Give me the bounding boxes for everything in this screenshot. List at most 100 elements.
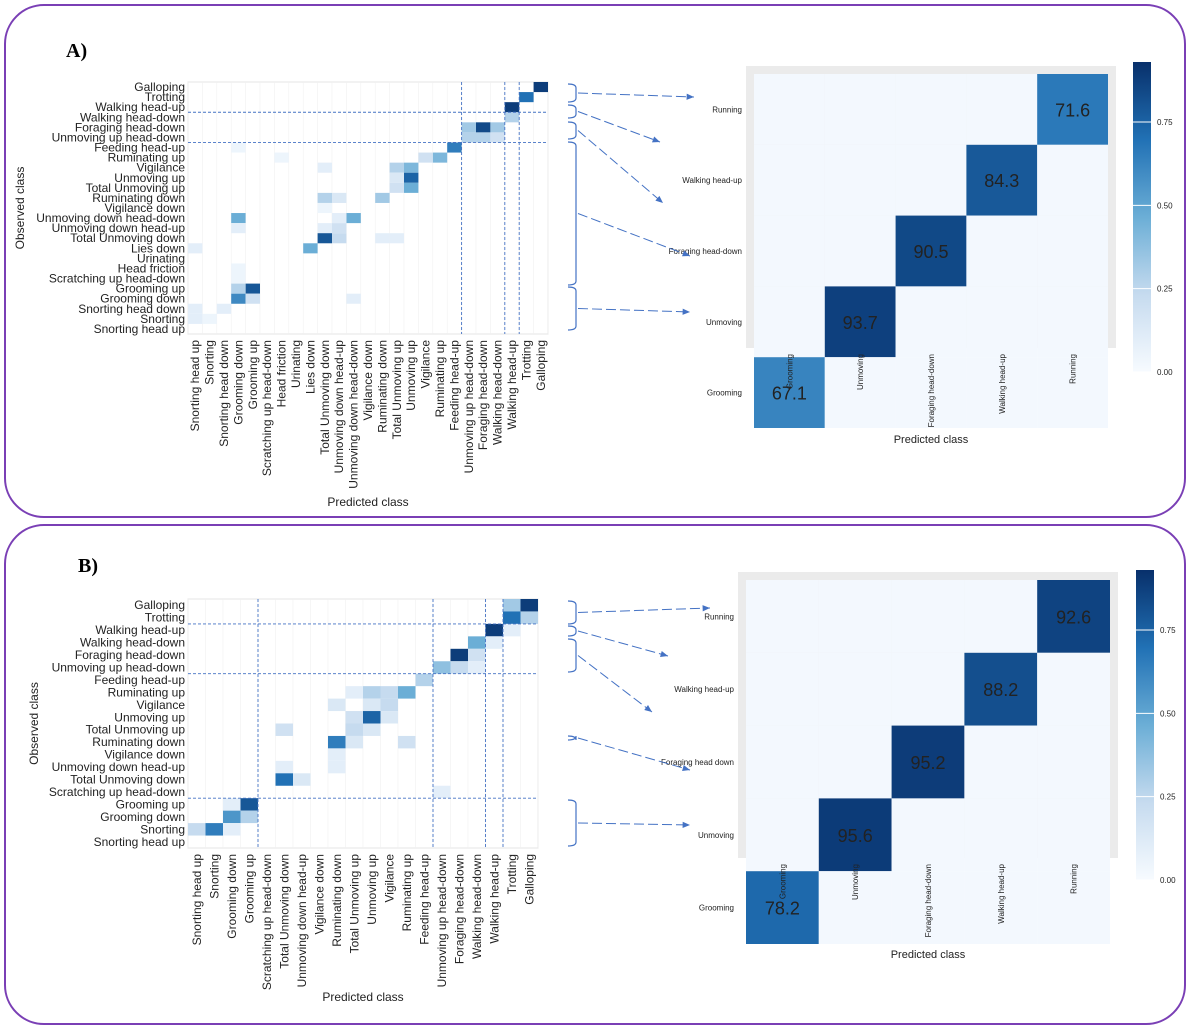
panel-b-label: B) [78,555,98,577]
heatmap-cell [231,263,246,274]
panel-b-frame [4,524,1186,1025]
y-tick-label: Galloping [134,598,185,612]
y-tick-label: Unmoving up head-down [52,130,185,144]
heatmap-cell [231,223,246,234]
x-tick-label: Unmoving down head-up [332,340,346,474]
x-tick-label: Unmoving up head-down [435,854,449,987]
x-tick-label: Unmoving down head-down [347,340,361,489]
heatmap-cell [293,773,311,786]
x-tick-label: Vigilance [419,340,433,389]
x-tick-label: Ruminating up [433,340,447,418]
zoom-cell [1037,215,1108,287]
heatmap-cell [317,162,332,173]
zoom-cell [966,215,1038,287]
y-tick-label: Vigilance [137,698,186,712]
arrow-head [686,93,694,100]
x-tick-label: Walking head-down [470,854,484,959]
x-tick-label: Walking head-up [505,340,519,430]
y-tick-label: Unmoving down head-up [52,760,186,774]
heatmap-cell [389,182,404,193]
zoom-x-tick-label: Foraging head-down [927,354,936,427]
y-tick-label: Total Unmoving up [86,181,186,195]
heatmap-cell [389,233,404,244]
zoom-x-tick-label: Walking head-up [997,863,1006,923]
heatmap-cell [461,132,476,143]
heatmap-cell [205,823,223,836]
heatmap-cell [450,661,468,674]
y-tick-label: Foraging head-down [75,120,185,134]
zoom-value-label: 95.2 [910,753,945,773]
mapping-arrow [577,737,691,771]
y-tick-label: Ruminating up [108,685,186,699]
y-tick-label: Lies down [131,241,185,255]
heatmap-cell [433,661,451,674]
heatmap-cell [345,735,363,749]
heatmap-cell [389,162,404,173]
zoom-x-tick-label: Unmoving [856,354,865,390]
zoom-cell [754,357,825,428]
x-tick-label: Vigilance [382,854,396,903]
heatmap-cell [202,313,217,324]
x-tick-label: Grooming down [225,854,239,939]
heatmap-cell [363,711,381,724]
heatmap-cell [231,293,246,304]
zoom-x-axis-title: Predicted class [894,434,969,446]
zoom-x-tick-label: Unmoving [851,864,860,900]
heatmap-cell [503,611,521,624]
heatmap-cell [332,192,347,203]
mapping-arrow [577,213,691,257]
arrow-head [682,308,690,315]
y-tick-label: Scratching up head-down [49,272,185,286]
zoom-y-tick-label: Grooming [707,389,742,398]
zoom-cell [818,798,892,872]
x-tick-label: Ruminating up [400,854,414,932]
x-tick-label: Scratching up head-down [260,854,274,990]
arrow-head [660,651,668,658]
heatmap-cell [332,213,347,224]
legend-tick-label: 0.50 [1157,201,1173,210]
mapping-arrow [577,607,711,613]
zoom-y-tick-label: Unmoving [706,318,742,327]
x-tick-label: Snorting [203,340,217,385]
zoom-x-tick-label: Grooming [785,354,794,389]
zoom-cell [824,144,896,216]
arrow-head [702,605,710,612]
heatmap-cell [432,152,448,163]
x-tick-label: Ruminating down [330,854,344,947]
heatmap-cell [275,760,293,774]
heatmap-cell [447,142,462,153]
heatmap-cell [520,611,538,624]
arrow-head [652,136,660,143]
y-tick-label: Unmoving down head-down [36,211,185,225]
zoom-cell [895,357,967,428]
zoom-cell [1037,580,1110,653]
zoom-cell [895,144,967,216]
heatmap-cell [380,711,398,724]
zoom-y-tick-label: Running [712,105,742,114]
y-tick-label: Head friction [118,261,185,275]
legend-tick-label: 0.50 [1160,709,1176,718]
legend-tick-label: 0.00 [1160,876,1176,885]
heatmap-cell [317,233,332,244]
heatmap-cell [415,673,433,687]
zoom-cell [895,215,967,287]
group-bracket [567,104,577,119]
x-axis-title: Predicted class [322,990,403,1004]
heatmap-cell [345,723,363,736]
zoom-value-label: 93.7 [843,313,878,333]
heatmap-cell [418,152,433,163]
mapping-arrow [577,130,664,204]
zoom-cell [1037,74,1108,145]
y-axis-title: Observed class [27,682,41,765]
panel-a-frame [4,4,1186,518]
arrow-head [682,250,690,257]
zoom-cell [818,580,892,653]
heatmap-cell [188,313,203,324]
heatmap-cell [346,293,361,304]
heatmap-cell [188,823,206,836]
group-bracket [567,638,577,673]
mapping-arrow [577,111,661,143]
heatmap-cell [503,599,521,612]
heatmap-cell [332,223,347,234]
heatmap-cell [275,723,293,736]
